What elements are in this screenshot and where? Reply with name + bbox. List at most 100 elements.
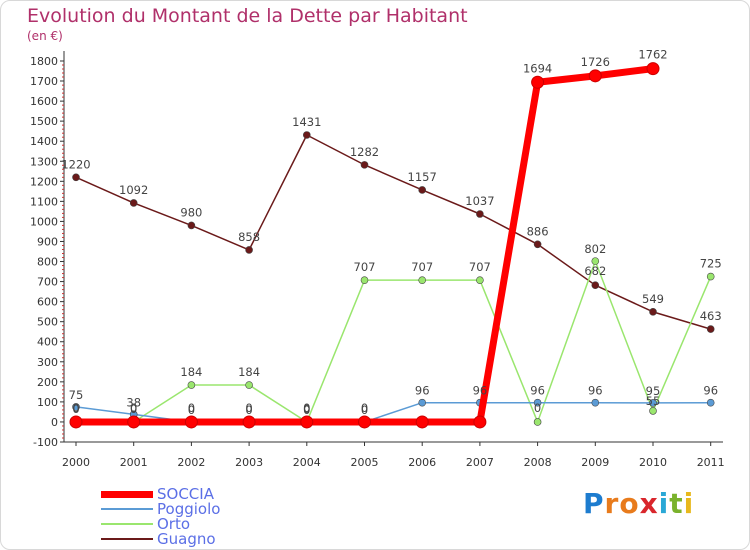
data-point-orto — [533, 418, 542, 426]
x-tick-label: 2006 — [408, 456, 436, 469]
data-point-guagno — [533, 240, 542, 249]
data-label-guagno: 980 — [180, 205, 202, 219]
data-label-soccia: 1762 — [638, 48, 667, 62]
legend-swatch — [101, 538, 153, 540]
data-label-poggiolo: 0 — [245, 403, 252, 417]
data-label-poggiolo: 0 — [361, 403, 368, 417]
y-tick-label: 1200 — [30, 175, 58, 188]
data-label-guagno: 1157 — [408, 170, 437, 184]
x-tick-label: 2011 — [697, 456, 725, 469]
chart-title: Evolution du Montant de la Dette par Hab… — [27, 5, 468, 27]
x-tick-label: 2008 — [524, 456, 552, 469]
legend-label: SOCCIA — [157, 485, 214, 503]
data-label-guagno: 549 — [642, 292, 664, 306]
data-point-guagno — [360, 161, 369, 169]
data-point-guagno — [302, 131, 311, 139]
data-point-guagno — [706, 325, 715, 333]
y-tick-label: 1400 — [30, 135, 58, 148]
legend-swatch — [101, 508, 153, 510]
data-label-poggiolo: 95 — [646, 384, 661, 398]
y-tick-label: -100 — [33, 436, 58, 449]
data-label-poggiolo: 96 — [530, 384, 545, 398]
data-point-orto — [245, 381, 253, 389]
data-point-soccia — [184, 415, 198, 429]
data-label-guagno: 1037 — [465, 194, 494, 208]
data-label-orto: 0 — [130, 402, 137, 416]
data-label-orto: 725 — [700, 257, 722, 271]
x-tick-label: 2005 — [351, 456, 379, 469]
y-tick-label: 1600 — [30, 95, 58, 108]
x-tick-label: 2007 — [466, 456, 494, 469]
data-label-orto: 0 — [72, 402, 79, 416]
data-label-orto: 0 — [534, 401, 541, 415]
data-label-poggiolo: 96 — [415, 384, 430, 398]
y-tick-label: 1500 — [30, 115, 58, 128]
data-label-poggiolo: 96 — [588, 384, 603, 398]
y-tick-label: 200 — [37, 376, 58, 389]
data-point-poggiolo — [649, 399, 657, 407]
data-point-soccia — [127, 415, 141, 429]
y-tick-label: 300 — [37, 356, 58, 369]
data-label-poggiolo: 0 — [303, 403, 310, 417]
data-point-orto — [476, 276, 484, 284]
data-point-orto — [418, 276, 427, 284]
data-point-orto — [360, 276, 369, 284]
data-label-soccia: 0 — [245, 401, 252, 415]
x-tick-label: 2002 — [177, 456, 205, 469]
proxiti-logo: Proxiti — [583, 487, 694, 520]
data-point-soccia — [300, 415, 314, 429]
data-point-orto — [649, 407, 657, 415]
legend-label: Orto — [157, 515, 191, 533]
logo-letter: o — [619, 487, 640, 520]
data-point-orto — [187, 381, 196, 389]
data-label-guagno: 886 — [527, 224, 549, 238]
data-point-guagno — [476, 210, 484, 218]
y-tick-label: 1700 — [30, 75, 58, 88]
data-label-guagno: 463 — [700, 309, 722, 323]
data-label-soccia: 0 — [72, 401, 79, 415]
x-tick-label: 2001 — [120, 456, 148, 469]
logo-letter: t — [669, 487, 684, 520]
y-tick-label: 400 — [37, 336, 58, 349]
data-point-soccia — [646, 62, 660, 76]
data-label-poggiolo: 75 — [69, 388, 84, 402]
data-point-poggiolo — [706, 398, 715, 407]
data-label-poggiolo: 0 — [188, 403, 195, 417]
data-label-guagno: 1092 — [119, 183, 148, 197]
data-point-guagno — [72, 173, 80, 182]
logo-letter: i — [683, 487, 695, 520]
data-point-orto — [591, 257, 600, 265]
data-point-soccia — [588, 69, 602, 83]
data-label-orto: 707 — [411, 260, 433, 274]
data-label-soccia: 0 — [361, 401, 368, 415]
y-tick-label: 800 — [37, 256, 58, 269]
legend-swatch — [101, 491, 153, 498]
legend-label: Guagno — [157, 530, 216, 548]
data-label-orto: 184 — [238, 365, 260, 379]
data-label-orto: 0 — [303, 402, 310, 416]
data-label-guagno: 1431 — [292, 115, 321, 129]
data-point-soccia — [473, 415, 487, 429]
logo-letter: r — [604, 487, 620, 520]
series-line-orto — [75, 260, 712, 423]
y-tick-label: 1000 — [30, 215, 58, 228]
y-tick-label: 100 — [37, 396, 58, 409]
data-point-poggiolo — [418, 398, 427, 407]
data-point-soccia — [69, 415, 83, 429]
data-point-soccia — [415, 415, 429, 429]
data-label-orto: 184 — [180, 365, 202, 379]
x-tick-label: 2010 — [639, 456, 667, 469]
legend-swatch — [101, 523, 153, 525]
logo-letter: i — [658, 487, 670, 520]
data-label-orto: 802 — [584, 242, 606, 256]
data-point-guagno — [649, 308, 657, 316]
data-label-guagno: 1220 — [61, 157, 90, 171]
y-tick-label: 1300 — [30, 155, 58, 168]
data-label-soccia: 1726 — [581, 55, 610, 69]
x-tick-label: 2000 — [62, 456, 90, 469]
data-label-soccia: 0 — [130, 401, 137, 415]
series-line-guagno — [75, 134, 712, 330]
data-label-guagno: 1282 — [350, 145, 379, 159]
data-point-guagno — [591, 281, 600, 289]
